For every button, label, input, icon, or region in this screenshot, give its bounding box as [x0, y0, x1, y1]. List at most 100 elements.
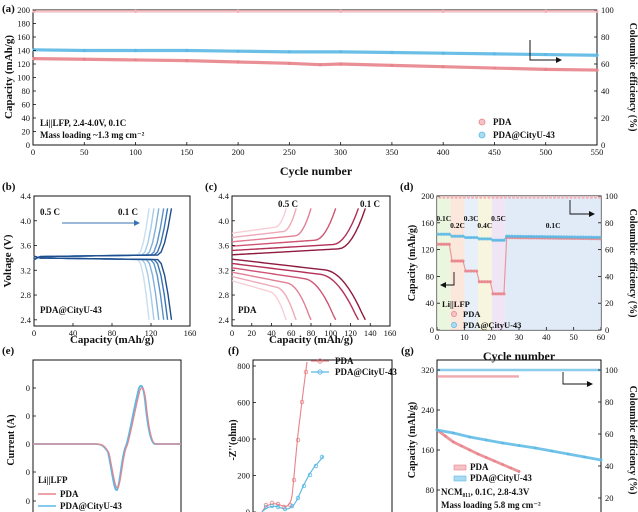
- panel-d-series-point: [469, 269, 473, 273]
- panel-d-xlabel: Cycle number: [483, 349, 556, 363]
- panel-g-ytick-label: 80: [426, 485, 435, 495]
- panel-e-ytick-label: 0: [26, 467, 30, 477]
- panel-a-note-1: Li||LFP, 2.4-4.0V, 0.1C: [40, 118, 126, 128]
- panel-d-series-point: [477, 280, 481, 284]
- panel-d-series-point: [496, 292, 501, 296]
- panel-b-rate-low: 0.1 C: [118, 207, 138, 217]
- panel-d-ce-point: [479, 195, 483, 199]
- panel-c-ticks: 0 20 40 60 80 100 120 140 160 2.4 2.8 3.2 3.6 4.0 4.4: [218, 191, 396, 338]
- panel-d-ce-point: [503, 195, 507, 199]
- panel-d-series-point: [598, 235, 602, 239]
- panel-a-series-point: [287, 61, 291, 65]
- panel-d-ce-point: [598, 195, 602, 199]
- panel-g-series-point: [509, 466, 513, 470]
- panel-d-xtick-label: 20: [487, 332, 496, 342]
- panel-d-legend-pda: PDA: [463, 309, 481, 319]
- panel-c-ytick-label: 3.6: [218, 241, 229, 251]
- panel-b-ytick-label: 4.4: [20, 191, 31, 201]
- panel-e-curve-pda: [33, 387, 181, 489]
- panel-a-series-point: [595, 53, 599, 57]
- panel-d-series-point: [475, 235, 479, 240]
- panel-g-note-2: Mass loading 5.8 mg cm⁻²: [441, 500, 541, 510]
- panel-a-right-ytick-label: 80: [601, 32, 610, 42]
- panel-a-series-point: [390, 63, 394, 67]
- panel-c-xtick-label: 100: [324, 328, 337, 338]
- panel-d-series-point: [458, 234, 462, 238]
- panel-d-series-point: [516, 234, 520, 238]
- panel-d-ce-point: [569, 195, 573, 199]
- panel-b-xtick-label: 120: [145, 328, 158, 338]
- panel-d-ce-point: [553, 195, 557, 199]
- legend-marker-pda: [317, 358, 323, 364]
- panel-e-legend-pda: PDA: [60, 489, 79, 499]
- panel-d-series-point: [485, 237, 490, 241]
- panel-d-series-point: [570, 235, 574, 239]
- panel-d-ce-point: [487, 195, 491, 199]
- panel-f-marker-city: [282, 506, 288, 512]
- panel-g-right-ytick-label: 100: [605, 365, 618, 375]
- panel-d-ce-point: [589, 195, 593, 199]
- panel-b-ytick-label: 3.2: [20, 265, 31, 275]
- panel-b-rate-arrowhead: [134, 220, 140, 226]
- panel-d-ce-point: [585, 195, 589, 199]
- panel-d-ce-point: [458, 195, 462, 199]
- panel-d-series-point: [472, 235, 476, 240]
- panel-d-series-point: [466, 269, 471, 273]
- panel-d-ce-point: [532, 195, 536, 199]
- panel-g-series-point: [517, 444, 521, 447]
- panel-d-left-arrowhead: [440, 282, 446, 288]
- panel-d-ce-point: [557, 195, 561, 199]
- panel-e: (e) 0 0 0 0 0 Current (A) Li||LFP PDA PDA@Ci…: [2, 345, 182, 512]
- panel-g-series-point: [460, 444, 463, 448]
- panel-e-legend-city: PDA@CityU-43: [60, 501, 122, 511]
- panel-a-xtick-label: 500: [539, 147, 552, 157]
- panel-g-series-point: [501, 441, 504, 445]
- panel-a-series-point: [339, 62, 343, 66]
- panel-a-series-point: [544, 52, 548, 57]
- panel-a-ytick-label: 0: [26, 140, 30, 150]
- panel-a-series-point: [318, 63, 322, 67]
- panel-d-ce-point: [548, 195, 552, 199]
- panel-f-curve-pda: [261, 361, 308, 512]
- panel-d-right-arrow: [569, 200, 592, 215]
- panel-b-xtick-label: 160: [184, 328, 197, 338]
- panel-a-ticks: 0 50 100 150 200 250 300 350 400 450 500 5500204060…: [17, 5, 614, 157]
- panel-d-ce-point: [438, 195, 442, 199]
- panel-d-ytick-label: 0: [430, 325, 434, 335]
- panel-a-series-point: [32, 57, 36, 61]
- panel-d-series-point: [540, 235, 544, 239]
- panel-d-rate-label: 0.5C: [491, 214, 506, 223]
- panel-f-ylabel: -Z''(ohm): [228, 419, 239, 460]
- panel-d-series-point: [491, 292, 495, 296]
- panel-d-ce-point: [561, 195, 565, 199]
- panel-c-discharge-curve-6: [231, 258, 366, 321]
- panel-d-series-point: [480, 237, 484, 241]
- panel-a-ylabel: Capacity (mAh/g): [3, 35, 15, 119]
- panel-a-right-ytick-label: 100: [601, 5, 614, 15]
- panel-c: (c) 0 20 40 60 80 100 120 140 160 2.4 2.8 3.2 3.6 4.0…: [205, 181, 396, 346]
- panel-b-xlabel: Capacity (mAh/g): [70, 334, 154, 346]
- panel-c-rate-high: 0.5 C: [278, 199, 298, 209]
- panel-g-right-ytick-label: 20: [605, 493, 614, 503]
- panel-a-xtick-label: 400: [437, 147, 450, 157]
- panel-d-ce-point: [471, 195, 475, 199]
- panel-a-series-point: [441, 9, 445, 13]
- panel-d-series-point: [483, 237, 487, 241]
- panel-f-marker-city: [313, 463, 319, 469]
- panel-a-series-point: [185, 48, 189, 53]
- panel-a-xtick-label: 50: [80, 147, 89, 157]
- panel-a-series-point: [133, 9, 138, 13]
- panel-a-note-2: Mass loading ~1.3 mg cm⁻²: [40, 130, 145, 140]
- panel-e-ytick-label: 0: [26, 383, 30, 393]
- panel-d-series-point: [464, 235, 468, 240]
- panel-a-label: (a): [2, 3, 15, 15]
- panel-a-right-ytick-label: 20: [601, 113, 610, 123]
- panel-d-series-point: [436, 232, 440, 236]
- panel-g-ticks: 80 160 240 320 20 40 60 80 100: [421, 365, 618, 503]
- panel-d-series-point: [567, 235, 572, 239]
- panel-a-series-point: [492, 66, 497, 70]
- panel-a-series-point: [133, 58, 138, 62]
- panel-a-legend: PDA PDA@CityU-43: [478, 117, 555, 140]
- panel-d-series-point: [543, 235, 547, 239]
